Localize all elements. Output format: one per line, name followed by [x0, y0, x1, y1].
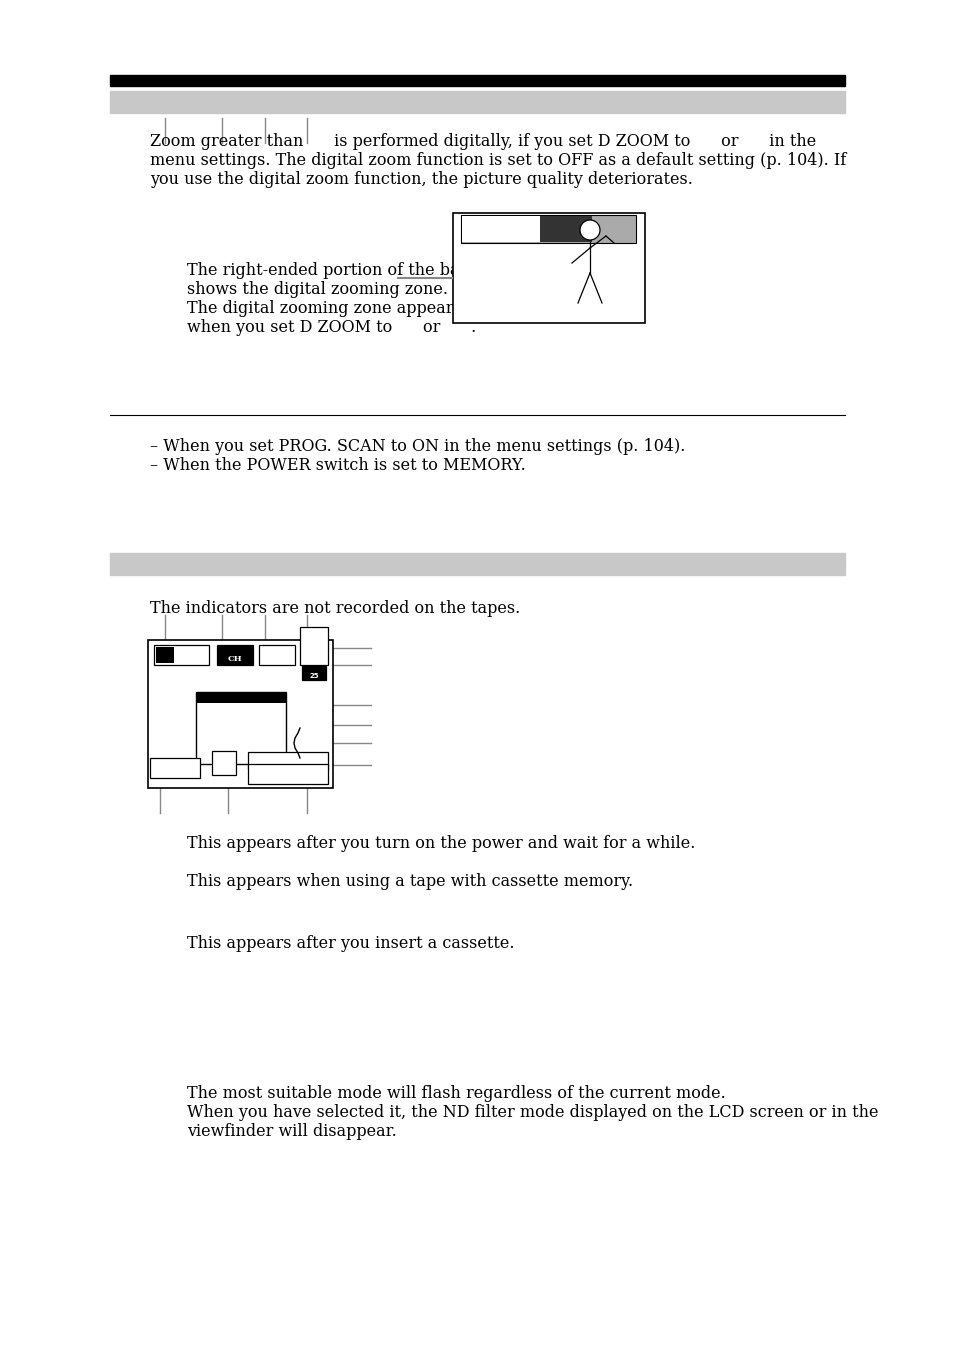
Circle shape [579, 220, 599, 241]
Bar [212, 750, 235, 775]
Text: you use the digital zoom function, the picture quality deteriorates.: you use the digital zoom function, the p… [150, 170, 692, 188]
Bar [248, 752, 328, 769]
Text: This appears when using a tape with cassette memory.: This appears when using a tape with cass… [187, 873, 633, 890]
Bar [110, 91, 844, 114]
Bar [461, 216, 539, 242]
Bar [302, 667, 326, 680]
Text: when you set D ZOOM to      or      .: when you set D ZOOM to or . [187, 319, 476, 337]
Bar [110, 553, 844, 575]
Bar [110, 74, 844, 87]
Text: – When you set PROG. SCAN to ON in the menu settings (p. 104).: – When you set PROG. SCAN to ON in the m… [150, 438, 684, 456]
Bar [299, 627, 328, 665]
Text: This appears after you turn on the power and wait for a while.: This appears after you turn on the power… [187, 836, 695, 852]
Text: The indicators are not recorded on the tapes.: The indicators are not recorded on the t… [150, 600, 519, 617]
Text: menu settings. The digital zoom function is set to OFF as a default setting (p. : menu settings. The digital zoom function… [150, 151, 845, 169]
Text: Zoom greater than      is performed digitally, if you set D ZOOM to      or     : Zoom greater than is performed digitally… [150, 132, 816, 150]
Bar [156, 648, 173, 662]
Bar [258, 645, 294, 665]
Bar [539, 216, 592, 242]
Bar [195, 692, 286, 764]
Text: – When the POWER switch is set to MEMORY.: – When the POWER switch is set to MEMORY… [150, 457, 525, 475]
Text: The most suitable mode will flash regardless of the current mode.: The most suitable mode will flash regard… [187, 1086, 725, 1102]
Text: CH: CH [228, 654, 242, 662]
Bar [216, 645, 253, 665]
Text: shows the digital zooming zone.: shows the digital zooming zone. [187, 281, 448, 297]
Bar [148, 639, 333, 788]
Text: The right-ended portion of the bar: The right-ended portion of the bar [187, 262, 467, 279]
Bar [153, 645, 209, 665]
Text: 25: 25 [309, 673, 318, 679]
Text: viewfinder will disappear.: viewfinder will disappear. [187, 1124, 396, 1140]
Bar [195, 692, 286, 703]
Bar [453, 214, 644, 323]
Text: When you have selected it, the ND filter mode displayed on the LCD screen or in : When you have selected it, the ND filter… [187, 1105, 878, 1121]
Text: This appears after you insert a cassette.: This appears after you insert a cassette… [187, 936, 514, 952]
Bar [460, 215, 636, 243]
Bar [150, 758, 200, 777]
Text: The digital zooming zone appears: The digital zooming zone appears [187, 300, 461, 316]
Bar [248, 764, 328, 784]
